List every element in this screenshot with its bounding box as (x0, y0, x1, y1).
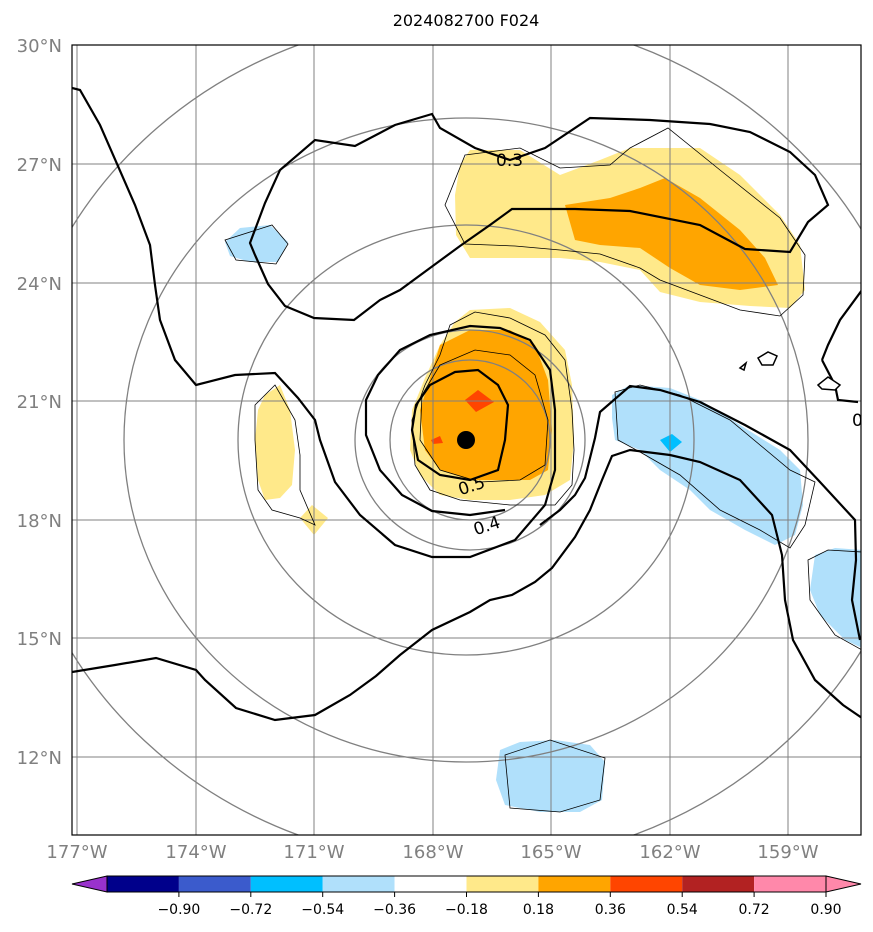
storm-center-marker (457, 431, 475, 449)
colorbar-segment (178, 876, 251, 892)
longitude-labels: 177°W 174°W 171°W 168°W 165°W 162°W 159°… (46, 842, 818, 863)
colorbar-tick-label: 0.18 (523, 902, 554, 918)
lon-label: 162°W (639, 842, 700, 863)
map-title: 2024082700 F024 (393, 11, 540, 30)
colorbar-segment (682, 876, 755, 892)
lat-label: 21°N (17, 392, 62, 413)
lon-label: 171°W (283, 842, 344, 863)
colorbar-segment (610, 876, 683, 892)
colorbar-extend-high (825, 875, 862, 893)
colorbar-tick-label: −0.90 (157, 902, 200, 918)
lat-label: 30°N (17, 36, 62, 57)
map-area: 0.3 0.5 0.4 0 (72, 45, 863, 835)
lat-label: 27°N (17, 155, 62, 176)
contour-label-03: 0.3 (496, 151, 523, 171)
thick-contours (72, 86, 861, 722)
grid-lines (72, 45, 861, 835)
colorbar-segment (466, 876, 539, 892)
colorbar: −0.90 −0.72 −0.54 −0.36 −0.18 0.18 0.36 0.54 0.7… (71, 875, 862, 918)
colorbar-segment (394, 876, 467, 892)
colorbar-segment (754, 876, 826, 892)
colorbar-segment (538, 876, 611, 892)
colorbar-tick-label: 0.72 (739, 902, 770, 918)
lat-label: 12°N (17, 748, 62, 769)
colorbar-segment (322, 876, 395, 892)
lon-label: 177°W (46, 842, 107, 863)
lon-label: 168°W (402, 842, 463, 863)
lon-label: 165°W (520, 842, 581, 863)
contour-label-edge: 0 (852, 411, 863, 431)
colorbar-segment (107, 876, 179, 892)
positive-anomaly-fill (255, 148, 805, 535)
lat-label: 18°N (17, 511, 62, 532)
lat-label: 15°N (17, 629, 62, 650)
colorbar-segments (71, 875, 862, 893)
colorbar-tick-label: −0.36 (373, 902, 416, 918)
lon-label: 174°W (165, 842, 226, 863)
contour-label-04: 0.4 (471, 513, 503, 540)
latitude-labels: 30°N 27°N 24°N 21°N 18°N 15°N 12°N (17, 36, 62, 769)
colorbar-tick-label: −0.72 (229, 902, 272, 918)
island-shapes (738, 351, 842, 391)
colorbar-extend-low (71, 875, 108, 893)
colorbar-segment (250, 876, 323, 892)
map-frame (71, 44, 862, 836)
lat-label: 24°N (17, 274, 62, 295)
colorbar-tick-label: −0.18 (445, 902, 488, 918)
colorbar-tick-label: −0.54 (301, 902, 344, 918)
lon-label: 159°W (757, 842, 818, 863)
colorbar-tick-label: 0.90 (810, 902, 841, 918)
range-rings (72, 45, 861, 835)
colorbar-ticks: −0.90 −0.72 −0.54 −0.36 −0.18 0.18 0.36 0.54 0.7… (157, 892, 842, 918)
colorbar-tick-label: 0.36 (595, 902, 626, 918)
colorbar-tick-label: 0.54 (667, 902, 698, 918)
